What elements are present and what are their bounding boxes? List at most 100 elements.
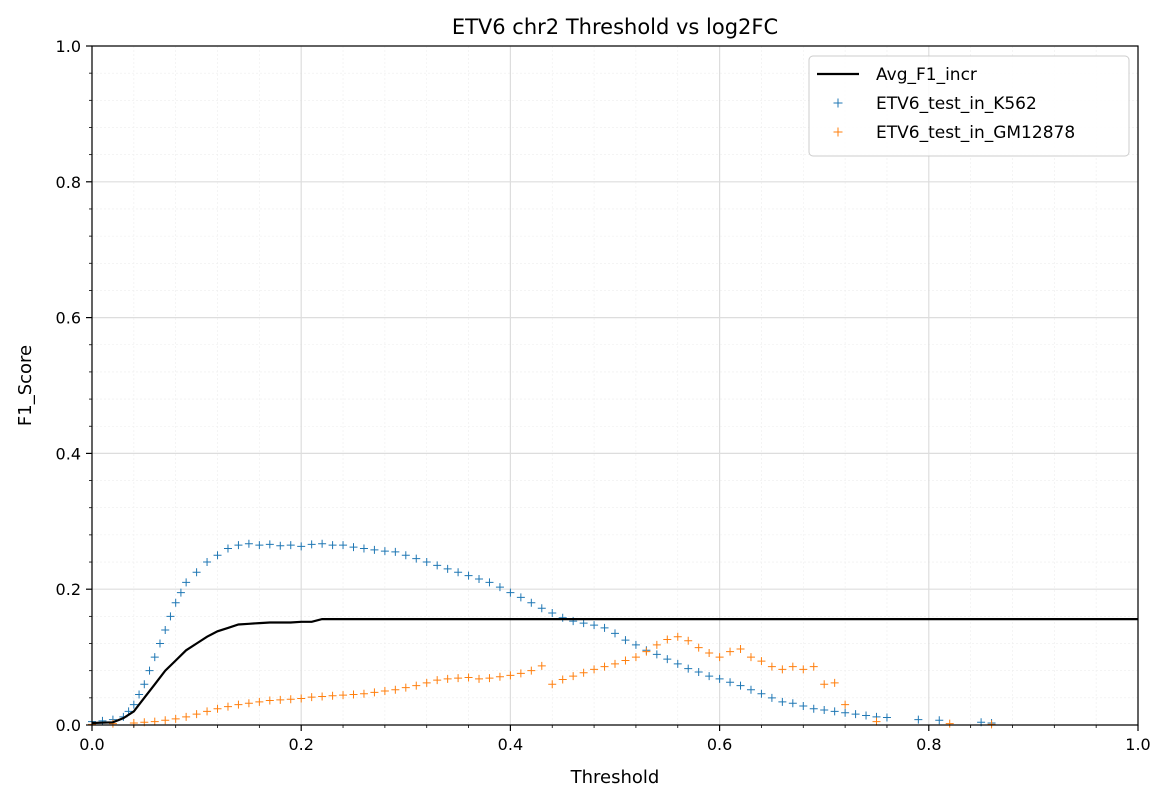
scatter-point	[495, 672, 504, 681]
scatter-point	[234, 700, 243, 709]
scatter-point	[945, 719, 954, 728]
scatter-point	[726, 678, 735, 687]
scatter-point	[642, 647, 651, 656]
scatter-point	[663, 635, 672, 644]
scatter-point	[454, 568, 463, 577]
scatter-point	[631, 640, 640, 649]
scatter-point	[318, 539, 327, 548]
scatter-point	[684, 664, 693, 673]
scatter-point	[155, 639, 164, 648]
legend: Avg_F1_incr ETV6_test_in_K562 ETV6_test_in…	[808, 55, 1130, 157]
scatter-point	[830, 707, 839, 716]
scatter-point	[443, 564, 452, 573]
scatter-point	[328, 691, 337, 700]
scatter-point	[182, 712, 191, 721]
scatter-point	[705, 649, 714, 658]
scatter-point	[307, 693, 316, 702]
scatter-point	[841, 708, 850, 717]
scatter-point	[234, 541, 243, 550]
scatter-point	[600, 623, 609, 632]
series-line	[91, 618, 1138, 725]
scatter-point	[276, 695, 285, 704]
scatter-point	[809, 662, 818, 671]
scatter-point	[851, 710, 860, 719]
x-tick-label: 0.6	[707, 735, 732, 754]
scatter-point	[370, 545, 379, 554]
scatter-point	[391, 547, 400, 556]
scatter-point	[203, 558, 212, 567]
x-tick-label: 0.8	[916, 735, 941, 754]
scatter-point	[244, 699, 253, 708]
x-tick-label: 0.2	[288, 735, 313, 754]
scatter-point	[673, 659, 682, 668]
scatter-point	[276, 541, 285, 550]
scatter-point	[135, 690, 144, 699]
scatter-point	[516, 669, 525, 678]
scatter-point	[297, 542, 306, 551]
scatter-point	[715, 674, 724, 683]
scatter-point	[328, 541, 337, 550]
scatter-point	[203, 707, 212, 716]
scatter-point	[454, 674, 463, 683]
scatter-point	[799, 701, 808, 710]
scatter-point	[422, 678, 431, 687]
scatter-point	[370, 688, 379, 697]
scatter-point	[987, 720, 996, 729]
scatter-point	[799, 665, 808, 674]
scatter-point	[788, 662, 797, 671]
legend-entry-label: Avg_F1_incr	[876, 65, 977, 85]
scatter-point	[757, 689, 766, 698]
scatter-point	[380, 687, 389, 696]
scatter-point	[506, 671, 515, 680]
legend-entry-label: ETV6_test_in_GM12878	[876, 123, 1075, 143]
scatter-point	[401, 683, 410, 692]
scatter-point	[736, 644, 745, 653]
y-axis-label: F1_Score	[15, 345, 36, 426]
scatter-point	[475, 575, 484, 584]
x-tick-label: 1.0	[1125, 735, 1150, 754]
x-axis-label: Threshold	[570, 767, 660, 788]
scatter-point	[726, 647, 735, 656]
scatter-point	[255, 697, 264, 706]
scatter-point	[558, 613, 567, 622]
scatter-point	[171, 714, 180, 723]
y-tick-label: 0.2	[56, 580, 81, 599]
scatter-point	[265, 696, 274, 705]
scatter-point	[380, 547, 389, 556]
scatter-point	[433, 676, 442, 685]
minor-grid	[92, 46, 1138, 725]
scatter-point	[485, 578, 494, 587]
scatter-point	[673, 632, 682, 641]
scatter-point	[255, 541, 264, 550]
scatter-point	[412, 681, 421, 690]
scatter-point	[736, 681, 745, 690]
scatter-point	[527, 666, 536, 675]
scatter-point	[882, 713, 891, 722]
scatter-point	[129, 700, 138, 709]
scatter-point	[140, 680, 149, 689]
scatter-point	[621, 656, 630, 665]
scatter-point	[286, 695, 295, 704]
scatter-point	[464, 673, 473, 682]
scatter-point	[349, 543, 358, 552]
scatter-point	[182, 578, 191, 587]
series-ETV6_test_in_GM12878	[88, 632, 996, 729]
scatter-point	[464, 571, 473, 580]
scatter-point	[652, 640, 661, 649]
scatter-point	[213, 551, 222, 560]
scatter-point	[506, 588, 515, 597]
scatter-point	[694, 668, 703, 677]
scatter-point	[265, 540, 274, 549]
scatter-point	[145, 666, 154, 675]
scatter-point	[558, 675, 567, 684]
scatter-point	[694, 643, 703, 652]
scatter-point	[150, 717, 159, 726]
scatter-point	[475, 674, 484, 683]
scatter-point	[841, 700, 850, 709]
y-tick-label: 1.0	[56, 37, 81, 56]
scatter-point	[422, 558, 431, 567]
y-tick-label: 0.4	[56, 444, 81, 463]
scatter-point	[663, 655, 672, 664]
legend-entry-label: ETV6_test_in_K562	[876, 94, 1037, 114]
